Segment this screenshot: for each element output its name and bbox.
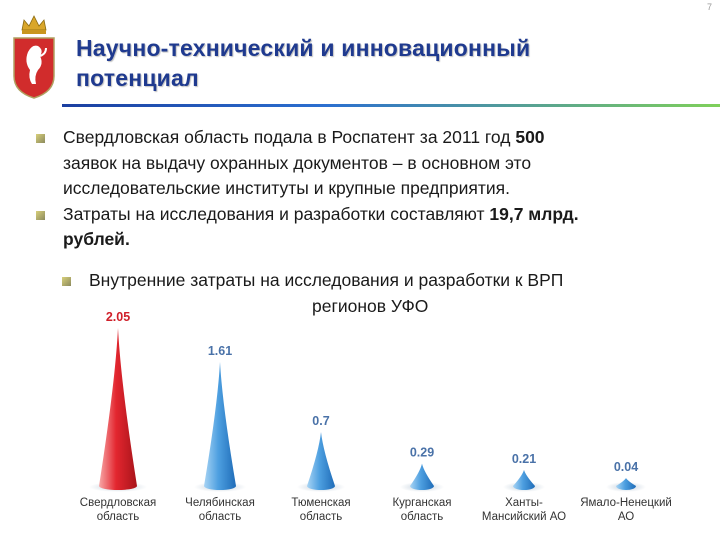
- bullet-text: заявок на выдачу охранных документов – в…: [63, 152, 532, 173]
- bullet-rd-costs: Затраты на исследования и разработки сос…: [36, 202, 720, 253]
- bullet-list: Свердловская область подала в Роспатент …: [36, 125, 720, 253]
- coat-of-arms-icon: [13, 15, 55, 99]
- sub-bullet: Внутренние затраты на исследования и раз…: [62, 268, 720, 319]
- bullet-square-icon: [36, 210, 45, 220]
- data-label: 0.04: [614, 460, 638, 474]
- cone-bar: [410, 463, 434, 490]
- title-line-2: потенциал: [76, 65, 199, 91]
- bullet-text: исследовательские институты и крупные пр…: [63, 178, 510, 198]
- cone-bar: [307, 432, 335, 490]
- category-label: Челябинская: [185, 497, 255, 509]
- bullet-emphasis: рублей.: [63, 229, 130, 249]
- data-label: 0.21: [512, 452, 536, 466]
- category-label: Мансийский АО: [482, 511, 566, 523]
- data-label: 0.29: [410, 446, 434, 460]
- bullet-square-icon: [62, 277, 71, 286]
- data-label: 1.61: [208, 344, 232, 358]
- category-label: Ханты-: [505, 497, 543, 509]
- category-label: Курганская: [392, 497, 451, 509]
- cone-bar: [616, 478, 636, 490]
- data-label: 2.05: [106, 310, 130, 324]
- title-line-1: Научно-технический и инновационный: [76, 35, 531, 61]
- category-label: АО: [618, 511, 634, 523]
- slide-title: Научно-технический и инновационный потен…: [76, 33, 676, 93]
- category-label: область: [199, 511, 242, 523]
- bullet-text: Свердловская область подала в Роспатент …: [63, 127, 516, 147]
- sub-bullet-line-2: регионов УФО: [312, 295, 429, 316]
- cone-chart: 2.05 Свердловская область 1.61 Челябинская об…: [80, 310, 672, 523]
- category-label: Тюменская: [291, 497, 350, 509]
- bullet-patents: Свердловская область подала в Роспатент …: [36, 125, 720, 202]
- category-label: область: [401, 511, 444, 523]
- bullet-emphasis: 500: [515, 127, 545, 147]
- bullet-square-icon: [36, 134, 45, 143]
- cone-bar: [204, 361, 236, 490]
- category-label: Ямало-Ненецкий: [580, 497, 672, 509]
- category-label: область: [97, 511, 140, 523]
- bullet-emphasis: 19,7 млрд.: [489, 203, 579, 224]
- sub-bullet-line-1: Внутренние затраты на исследования и раз…: [89, 270, 564, 290]
- cone-bar: [513, 469, 535, 490]
- bullet-text: Затраты на исследования и разработки сос…: [63, 203, 490, 224]
- data-label: 0.7: [312, 414, 329, 428]
- page-number: 7: [706, 2, 712, 12]
- category-label: область: [300, 511, 343, 523]
- cone-bar: [99, 328, 137, 490]
- category-label: Свердловская: [80, 497, 156, 509]
- title-underline: [62, 104, 720, 107]
